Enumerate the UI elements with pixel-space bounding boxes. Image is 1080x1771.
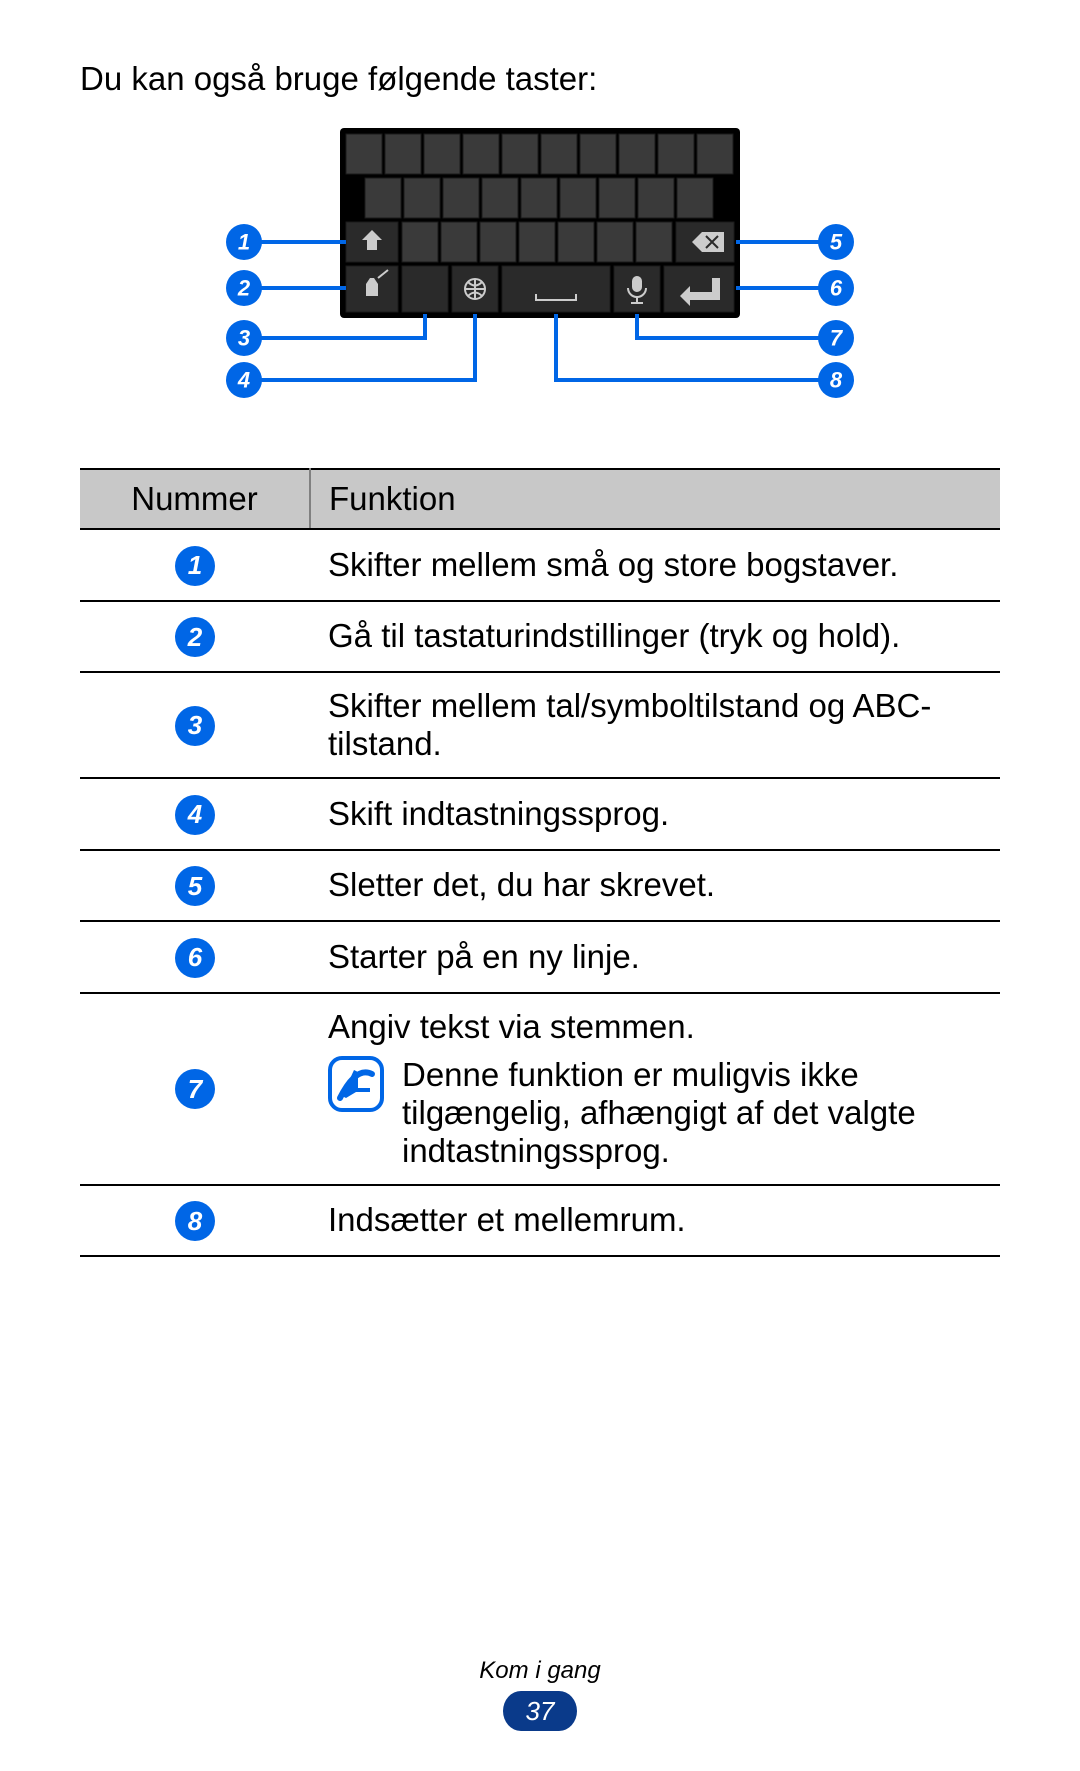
row-text: Indsætter et mellemrum. <box>310 1185 1000 1257</box>
svg-text:7: 7 <box>830 326 844 351</box>
row-note: Denne funktion er muligvis ikke tilgænge… <box>402 1056 982 1170</box>
svg-text:4: 4 <box>237 368 250 393</box>
row-text: Skifter mellem små og store bogstaver. <box>310 529 1000 601</box>
table-row: 6 Starter på en ny linje. <box>80 921 1000 993</box>
svg-text:3: 3 <box>238 326 250 351</box>
callout-badge-3: 3 <box>226 320 262 356</box>
callout-badge-4: 4 <box>226 362 262 398</box>
table-row: 7 Angiv tekst via stemmen. Denne funktio… <box>80 993 1000 1185</box>
callout-badge-2: 2 <box>226 270 262 306</box>
note-icon <box>328 1056 384 1112</box>
callout-badge-1: 1 <box>226 224 262 260</box>
callout-badge-7: 7 <box>818 320 854 356</box>
table-row: 3 Skifter mellem tal/symboltilstand og A… <box>80 672 1000 778</box>
row-text: Angiv tekst via stemmen. <box>328 1008 982 1046</box>
table-row: 2 Gå til tastaturindstillinger (tryk og … <box>80 601 1000 673</box>
row-badge: 3 <box>175 706 215 746</box>
th-number: Nummer <box>80 469 310 529</box>
row-text: Gå til tastaturindstillinger (tryk og ho… <box>310 601 1000 673</box>
callout-badge-6: 6 <box>818 270 854 306</box>
intro-text: Du kan også bruge følgende taster: <box>80 60 1000 98</box>
svg-text:5: 5 <box>830 230 843 255</box>
row-badge: 1 <box>175 546 215 586</box>
row-text: Skifter mellem tal/symboltilstand og ABC… <box>310 672 1000 778</box>
footer-section: Kom i gang <box>0 1657 1080 1685</box>
row-text: Skift indtastningssprog. <box>310 778 1000 850</box>
table-row: 1 Skifter mellem små og store bogstaver. <box>80 529 1000 601</box>
row-badge: 2 <box>175 617 215 657</box>
row-badge: 4 <box>175 795 215 835</box>
row-badge: 5 <box>175 866 215 906</box>
page-footer: Kom i gang 37 <box>0 1657 1080 1731</box>
row-badge: 8 <box>175 1201 215 1241</box>
svg-text:2: 2 <box>237 276 251 301</box>
row-text: Sletter det, du har skrevet. <box>310 850 1000 922</box>
keyboard-figure: 1 2 3 4 5 6 7 8 <box>80 128 1000 428</box>
svg-text:6: 6 <box>830 276 843 301</box>
svg-text:8: 8 <box>830 368 843 393</box>
keyboard-diagram: 1 2 3 4 5 6 7 8 <box>220 128 860 428</box>
callout-badge-5: 5 <box>818 224 854 260</box>
callout-badge-8: 8 <box>818 362 854 398</box>
svg-text:1: 1 <box>238 230 250 255</box>
row-badge: 6 <box>175 938 215 978</box>
th-function: Funktion <box>310 469 1000 529</box>
table-row: 5 Sletter det, du har skrevet. <box>80 850 1000 922</box>
row-badge: 7 <box>175 1069 215 1109</box>
table-row: 4 Skift indtastningssprog. <box>80 778 1000 850</box>
table-row: 8 Indsætter et mellemrum. <box>80 1185 1000 1257</box>
page-number: 37 <box>503 1691 577 1731</box>
row-text: Starter på en ny linje. <box>310 921 1000 993</box>
function-table: Nummer Funktion 1 Skifter mellem små og … <box>80 468 1000 1257</box>
